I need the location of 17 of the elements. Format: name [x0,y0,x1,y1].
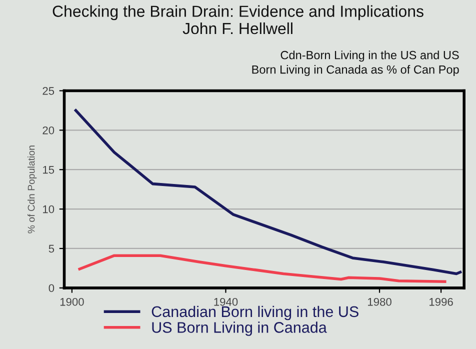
line-series [74,109,462,276]
y-tick-label: 25 [42,87,54,95]
x-tick-label: 1900 [60,298,84,306]
y-tick-label: 0 [48,284,54,292]
y-tick-label: 15 [43,166,54,174]
x-tick-label: 1996 [430,298,453,306]
chart-subtitle: Cdn-Born Living in the US and US Born Living in Canada as % of Can Pop [252,50,459,76]
x-tick-label: 1940 [214,298,238,306]
y-tick-label: 10 [43,205,54,214]
legend-label: US Born Living in Canada [152,322,327,336]
line-series [78,254,446,284]
y-axis-title: % of Cdn Population [28,146,37,234]
legend-label: Canadian Born living in the US [152,306,358,320]
chart-title: Checking the Brain Drain: Evidence and Implications John F. Hellwell [52,5,424,34]
y-tick-label: 5 [48,244,54,253]
y-tick-label: 20 [42,126,54,134]
x-tick-label: 1980 [368,298,392,306]
